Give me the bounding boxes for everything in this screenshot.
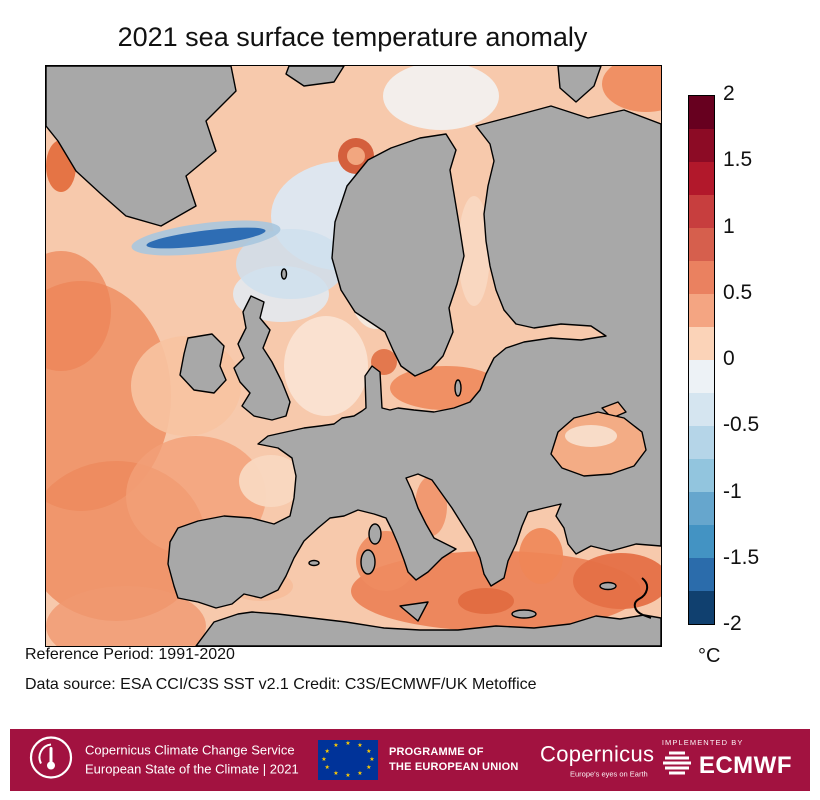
land-iceland bbox=[46, 66, 237, 227]
eu-star-icon: ★ bbox=[324, 749, 330, 755]
colorbar-tick-label: -2 bbox=[723, 612, 742, 635]
colorbar-segment bbox=[689, 591, 714, 624]
ecmwf-logo: ECMWF bbox=[698, 751, 792, 779]
land-svalbard bbox=[285, 66, 345, 87]
eu-star-icon: ★ bbox=[333, 743, 339, 750]
colorbar bbox=[688, 95, 715, 625]
ecmwf-globe-icon bbox=[662, 750, 692, 781]
eu-branding: ★ ★ ★ ★ ★ ★ ★ ★ ★ ★ ★ ★ PROGRAMME OF THE EUROPEAN U… bbox=[318, 740, 519, 780]
colorbar-segment bbox=[689, 129, 714, 162]
colorbar-segment bbox=[689, 195, 714, 228]
eu-programme-line1: PROGRAMME OF bbox=[389, 746, 484, 759]
island-cyprus bbox=[599, 581, 617, 591]
colorbar-segment bbox=[689, 228, 714, 261]
levant-coastline bbox=[633, 577, 652, 619]
c3s-service-name: Copernicus Climate Change Service bbox=[85, 742, 295, 758]
colorbar-segment bbox=[689, 492, 714, 525]
colorbar-tick-label: -0.5 bbox=[723, 413, 760, 437]
island-sardinia bbox=[360, 549, 376, 575]
eu-star-icon: ★ bbox=[321, 757, 327, 763]
reference-period-note: Reference Period: 1991-2020 bbox=[25, 646, 235, 663]
colorbar-segment bbox=[689, 162, 714, 195]
eu-star-icon: ★ bbox=[345, 773, 351, 779]
colorbar-unit: °C bbox=[698, 645, 721, 667]
eu-flag-icon: ★ ★ ★ ★ ★ ★ ★ ★ ★ ★ ★ ★ bbox=[318, 740, 378, 780]
island-corsica bbox=[368, 523, 382, 545]
ecmwf-branding: IMPLEMENTED BY ECMWF bbox=[662, 738, 792, 781]
data-source-note: Data source: ESA CCI/C3S SST v2.1 Credit… bbox=[25, 676, 537, 693]
colorbar-segment bbox=[689, 261, 714, 294]
eu-star-icon: ★ bbox=[366, 765, 372, 771]
island-shetland bbox=[280, 268, 288, 280]
implemented-by-label: IMPLEMENTED BY bbox=[661, 738, 744, 747]
colorbar-segment bbox=[689, 459, 714, 492]
eu-star-icon: ★ bbox=[369, 757, 375, 763]
eu-star-icon: ★ bbox=[333, 770, 339, 777]
colorbar-tick-label: 2 bbox=[723, 82, 735, 105]
land-mainland-europe bbox=[167, 105, 661, 609]
colorbar-segment bbox=[689, 426, 714, 459]
land-ireland bbox=[179, 333, 227, 394]
colorbar-ticks: 2 1.5 1 0.5 0 -0.5 -1 -1.5 -2 bbox=[723, 82, 793, 635]
island-balearic bbox=[308, 559, 320, 567]
colorbar-segment bbox=[689, 96, 714, 129]
land-north-africa bbox=[195, 611, 661, 646]
copernicus-tagline: Europe's eyes on Earth bbox=[570, 769, 648, 779]
sst-anomaly-map bbox=[46, 66, 661, 646]
map-frame bbox=[45, 65, 662, 647]
cold-anomaly-streak bbox=[131, 220, 281, 256]
land bbox=[46, 66, 661, 646]
colorbar-segment bbox=[689, 525, 714, 558]
footer-banner: Copernicus Climate Change Service Europe… bbox=[10, 729, 810, 791]
colorbar-segment bbox=[689, 558, 714, 591]
colorbar-tick-label: 1.5 bbox=[723, 148, 753, 172]
colorbar-tick-label: 1 bbox=[723, 214, 735, 238]
island-gotland bbox=[454, 379, 462, 397]
island-crete bbox=[511, 609, 537, 619]
eu-star-icon: ★ bbox=[345, 741, 351, 747]
eu-programme-line2: THE EUROPEAN UNION bbox=[389, 761, 519, 773]
colorbar-tick-label: -1.5 bbox=[723, 545, 760, 569]
figure-title: 2021 sea surface temperature anomaly bbox=[117, 22, 588, 52]
c3s-report-name: European State of the Climate | 2021 bbox=[85, 761, 299, 776]
c3s-branding: Copernicus Climate Change Service Europe… bbox=[28, 735, 299, 786]
land-great-britain bbox=[233, 295, 291, 421]
eu-star-icon: ★ bbox=[366, 749, 372, 755]
eu-star-icon: ★ bbox=[357, 743, 363, 750]
colorbar-segment bbox=[689, 360, 714, 393]
colorbar-segment bbox=[689, 327, 714, 360]
eu-star-icon: ★ bbox=[324, 765, 330, 771]
land-scandinavia bbox=[331, 133, 465, 377]
copernicus-branding: Copernicus Europe's eyes on Earth bbox=[540, 742, 654, 779]
black-sea-pale-patch bbox=[565, 425, 617, 447]
land-novaya-zemlya bbox=[557, 66, 602, 103]
colorbar-tick-label: 0 bbox=[723, 347, 735, 370]
eu-star-icon: ★ bbox=[357, 770, 363, 777]
colorbar-tick-label: -1 bbox=[723, 479, 742, 503]
copernicus-logo: Copernicus bbox=[540, 741, 655, 767]
colorbar-segment bbox=[689, 294, 714, 327]
colorbar-gradient bbox=[689, 96, 714, 624]
c3s-logo-icon bbox=[28, 735, 74, 786]
island-sicily bbox=[399, 601, 429, 622]
colorbar-tick-label: 0.5 bbox=[723, 280, 753, 304]
colorbar-segment bbox=[689, 393, 714, 426]
enclosed-seas bbox=[550, 401, 647, 477]
